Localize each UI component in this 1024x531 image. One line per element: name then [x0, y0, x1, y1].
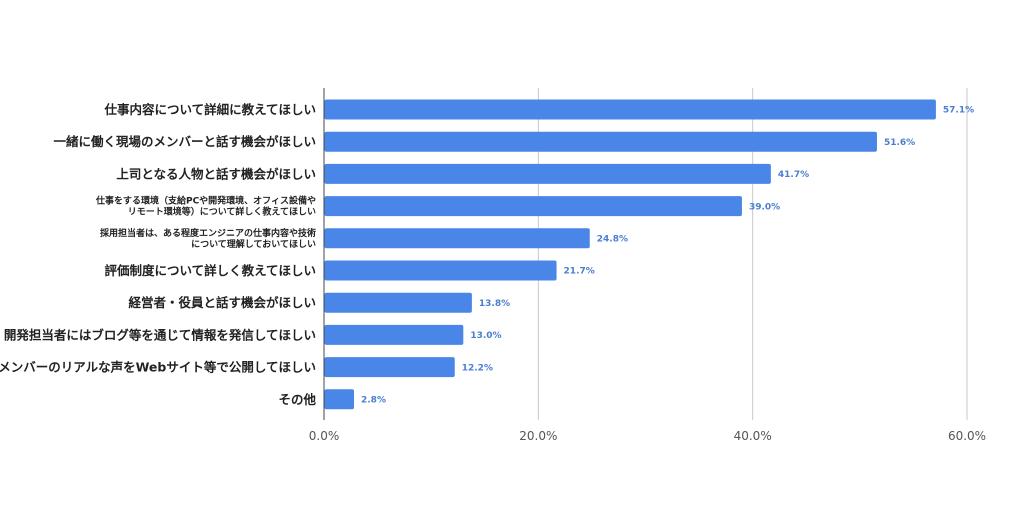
bar — [324, 260, 557, 281]
category-label-line: について理解しておいてほしい — [191, 238, 316, 250]
bar — [324, 292, 472, 313]
value-label: 13.0% — [470, 331, 501, 341]
bar — [324, 389, 355, 410]
value-label: 41.7% — [778, 170, 809, 180]
bar — [324, 357, 455, 378]
value-label: 57.1% — [943, 106, 974, 116]
bars — [324, 99, 936, 410]
value-label: 21.7% — [564, 267, 595, 277]
category-label: その他 — [278, 392, 316, 407]
value-label: 13.8% — [479, 299, 510, 309]
bar — [324, 131, 877, 152]
category-label: 評価制度について詳しく教えてほしい — [104, 263, 316, 278]
x-tick-label: 20.0% — [519, 429, 557, 443]
bar — [324, 196, 742, 217]
category-label: 開発担当者にはブログ等を通じて情報を発信してほしい — [4, 327, 316, 342]
value-labels: 57.1% 51.6% 41.7% 39.0% 24.8% 21.7% 13.8% 13.0%… — [361, 106, 974, 406]
category-label: 現場のメンバーのリアルな声をWebサイト等で公開してほしい — [0, 360, 316, 375]
category-label-line: 仕事をする環境（支給PCや開発環境、オフィス設備や — [95, 195, 316, 207]
category-label-line: リモート環境等）について詳しく教えてほしい — [128, 206, 316, 218]
value-label: 12.2% — [462, 363, 493, 373]
category-label-line: 採用担当者は、ある程度エンジニアの仕事内容や技術 — [100, 227, 316, 239]
bar — [324, 324, 464, 345]
category-label: 上司となる人物と話す機会がほしい — [116, 166, 316, 181]
category-labels: 仕事内容について詳細に教えてほしい一緒に働く現場のメンバーと話す機会がほしい上司… — [0, 102, 316, 407]
category-label: 仕事内容について詳細に教えてほしい — [103, 102, 316, 117]
x-tick-label: 0.0% — [309, 429, 340, 443]
bar — [324, 163, 771, 184]
value-label: 39.0% — [749, 202, 780, 212]
category-label: 一緒に働く現場のメンバーと話す機会がほしい — [53, 134, 316, 149]
bar — [324, 99, 936, 120]
value-label: 2.8% — [361, 396, 386, 406]
bar — [324, 228, 590, 249]
category-label: 経営者・役員と話す機会がほしい — [128, 295, 316, 310]
x-tick-label: 60.0% — [948, 429, 986, 443]
value-label: 51.6% — [884, 138, 915, 148]
value-label: 24.8% — [597, 235, 628, 245]
x-axis-ticks: 0.0% 20.0% 40.0% 60.0% — [309, 429, 986, 443]
x-tick-label: 40.0% — [734, 429, 772, 443]
